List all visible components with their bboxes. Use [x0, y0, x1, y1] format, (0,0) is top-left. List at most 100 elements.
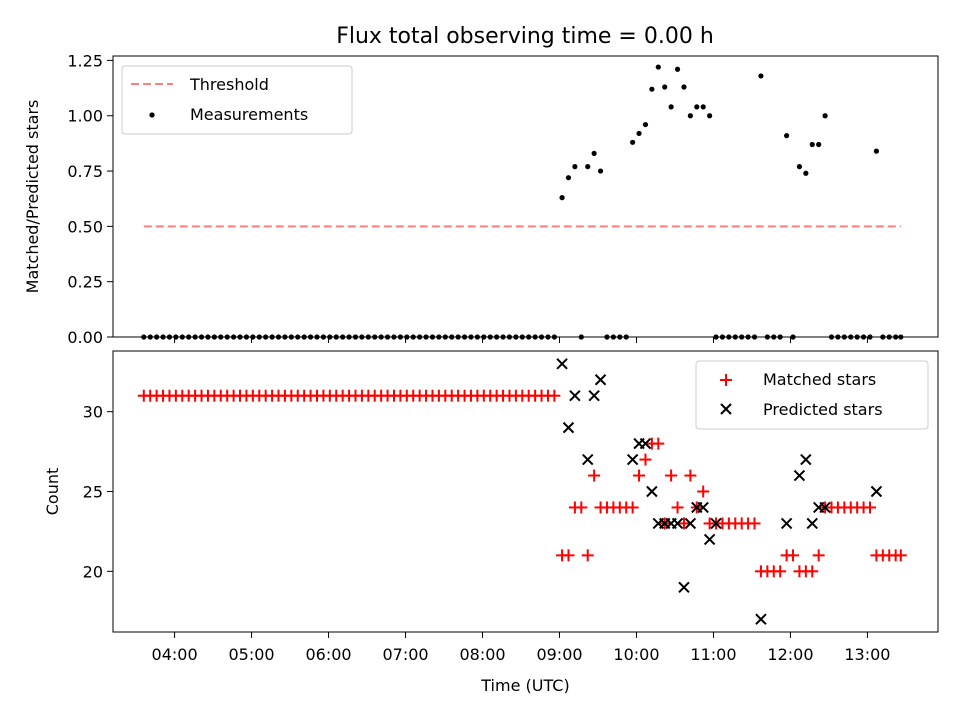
legend-entry-predicted: Predicted stars	[763, 400, 883, 419]
predicted-star-point	[588, 389, 600, 402]
measurement-point	[674, 66, 681, 72]
predicted-star-point	[671, 517, 684, 530]
measurement-point	[694, 104, 700, 110]
matched-star-point	[639, 453, 652, 466]
x-tick-label: 06:00	[305, 645, 351, 664]
matched-star-point	[812, 549, 825, 562]
predicted-star-point	[562, 421, 575, 434]
top-legend: Threshold Measurements	[121, 65, 353, 135]
top-legend-box	[121, 65, 353, 135]
measurement-point	[816, 141, 822, 148]
matched-star-point	[671, 501, 684, 514]
measurement-point	[655, 64, 661, 70]
predicted-star-point	[569, 389, 581, 402]
measurement-point	[668, 104, 674, 110]
x-tick-label: 09:00	[536, 645, 582, 664]
measurement-point	[681, 84, 687, 90]
matched-star-point	[665, 469, 678, 482]
measurement-point	[649, 86, 655, 92]
top-panel: 0.00 0.25 0.50 0.75 1.00 1.25 Matched/Predict…	[23, 51, 939, 347]
measurements-legend-swatch	[149, 112, 155, 118]
bottom-plot-frame	[112, 350, 939, 633]
x-tick-label: 07:00	[382, 645, 428, 664]
measurement-point	[572, 164, 578, 170]
measurement-point	[662, 84, 668, 90]
x-tick-label: 08:00	[459, 645, 505, 664]
x-tick-label: 13:00	[844, 645, 890, 664]
matched-star-point	[787, 549, 800, 562]
predicted-star-point	[806, 517, 818, 530]
measurement-point	[630, 139, 636, 145]
predicted-star-point	[793, 469, 806, 482]
predicted-star-point	[870, 485, 883, 498]
legend-entry-matched: Matched stars	[763, 370, 876, 389]
measurement-point	[758, 73, 764, 79]
matched-star-point	[581, 549, 594, 562]
predicted-star-point	[646, 485, 658, 498]
top-y-tick-label: 0.25	[67, 273, 103, 292]
matched-star-point	[575, 501, 588, 514]
measurement-point	[591, 150, 597, 156]
bottom-axis-ticks: 20 25 30 04:00 05:00 06:00 07:00 08:00 09:00 10:0…	[83, 403, 891, 664]
bottom-panel: 20 25 30 04:00 05:00 06:00 07:00 08:00 09:00 10:0…	[43, 350, 939, 695]
x-tick-label: 05:00	[229, 645, 275, 664]
top-axis-ticks: 0.00 0.25 0.50 0.75 1.00 1.25	[67, 51, 868, 347]
predicted-star-point	[594, 374, 607, 386]
measurement-point	[796, 164, 803, 170]
matched-star-point	[677, 517, 690, 530]
chart-title: Flux total observing time = 0.00 h	[336, 24, 714, 49]
measurements-points	[141, 64, 904, 340]
bottom-legend: Matched stars Predicted stars	[695, 360, 929, 430]
matched-stars-points	[137, 389, 907, 578]
predicted-star-point	[710, 517, 722, 530]
top-y-tick-label: 1.25	[67, 51, 103, 70]
matched-star-point	[697, 485, 710, 498]
bottom-y-axis-label: Count	[43, 468, 62, 516]
matched-star-point	[684, 469, 697, 482]
bottom-y-tick-label: 25	[83, 483, 103, 502]
predicted-star-point	[800, 453, 812, 466]
measurement-point	[784, 133, 790, 139]
x-tick-label: 11:00	[690, 645, 736, 664]
top-y-tick-label: 0.75	[67, 162, 103, 181]
predicted-star-point	[819, 501, 831, 514]
legend-entry-threshold: Threshold	[189, 75, 269, 94]
measurement-point	[822, 113, 828, 119]
predicted-star-point	[639, 437, 652, 450]
predicted-star-point	[684, 517, 697, 530]
matched-star-point	[774, 565, 787, 578]
top-y-tick-label: 1.00	[67, 107, 103, 126]
measurement-point	[707, 113, 713, 119]
measurement-point	[803, 170, 809, 176]
measurement-point	[642, 121, 649, 128]
bottom-y-tick-label: 20	[83, 562, 103, 581]
matched-star-point	[652, 437, 665, 450]
x-tick-label: 12:00	[767, 645, 813, 664]
measurement-point	[559, 195, 565, 201]
matched-star-point	[548, 389, 561, 402]
x-tick-label: 04:00	[152, 645, 198, 664]
matched-star-point	[863, 501, 876, 514]
predicted-star-point	[755, 613, 767, 625]
predicted-star-point	[703, 533, 716, 546]
matched-star-point	[633, 469, 646, 482]
top-y-tick-label: 0.50	[67, 217, 103, 236]
x-tick-label: 10:00	[613, 645, 659, 664]
predicted-star-point	[582, 453, 594, 466]
predicted-stars-points	[556, 358, 883, 625]
matched-star-point	[806, 565, 819, 578]
predicted-star-point	[556, 358, 568, 370]
measurement-point	[809, 141, 815, 148]
matched-star-point	[562, 549, 575, 562]
measurement-point	[565, 175, 572, 181]
measurement-point	[687, 113, 693, 119]
matched-star-point	[748, 517, 761, 530]
matched-legend-swatch	[720, 374, 732, 386]
measurement-point	[873, 148, 880, 154]
predicted-star-point	[697, 501, 709, 514]
bottom-legend-box	[695, 360, 929, 430]
x-axis-label: Time (UTC)	[480, 676, 569, 695]
predicted-star-point	[678, 581, 690, 594]
measurement-point	[585, 164, 591, 170]
predicted-star-point	[626, 453, 639, 466]
